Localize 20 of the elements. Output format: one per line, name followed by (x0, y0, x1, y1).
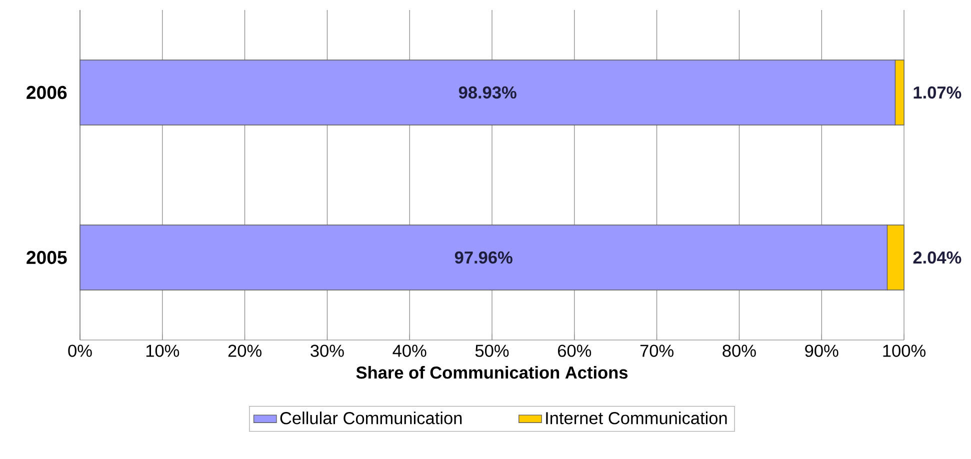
x-tick-label: 20% (228, 344, 262, 357)
x-tick-label: 70% (640, 344, 674, 357)
data-label: 97.96% (454, 251, 512, 264)
x-tick-label: 40% (392, 344, 426, 357)
x-tick-label: 60% (558, 344, 592, 357)
x-axis-title: Share of Communication Actions (356, 366, 628, 379)
data-label: 2.04% (913, 251, 962, 264)
data-label: 98.93% (458, 86, 516, 99)
x-tick-label: 100% (883, 344, 926, 357)
x-tick-label: 90% (805, 344, 838, 357)
legend-label: Internet Communication (546, 412, 727, 424)
x-tick-label: 80% (722, 344, 756, 357)
y-tick-label: 2006 (26, 86, 67, 100)
data-label: 1.07% (914, 86, 962, 99)
x-tick-label: 30% (310, 344, 344, 357)
legend-label: Cellular Communication (280, 412, 462, 424)
y-tick-label: 2005 (26, 250, 67, 264)
x-tick-label: 10% (146, 344, 180, 357)
x-tick-label: 50% (475, 344, 509, 357)
x-tick-label: 0% (68, 344, 92, 357)
